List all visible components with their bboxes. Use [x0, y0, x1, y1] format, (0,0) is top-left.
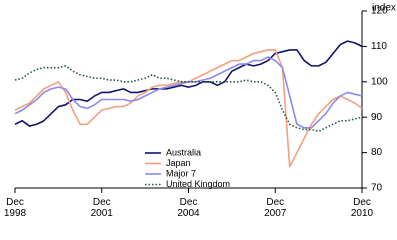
y-tick-label: 90 — [371, 112, 383, 123]
chart: index 70 80 90 100 110 120 Dec 1998 Dec 2001 Dec 20… — [4, 3, 396, 219]
legend-label: Japan — [166, 158, 191, 168]
y-axis-label: index — [372, 3, 396, 14]
page: {"chart_data": {"type": "line", "y_label… — [3, 2, 396, 219]
y-tick-label: 120 — [371, 6, 388, 17]
legend-label: Australia — [166, 147, 201, 157]
x-tick-label: Dec 2010 — [351, 197, 374, 219]
x-tick-label: Dec 2007 — [264, 197, 287, 219]
legend-label: United Kingdom — [166, 179, 230, 189]
x-tick-label: Dec 2001 — [91, 197, 114, 219]
y-tick-label: 110 — [371, 41, 387, 52]
legend-label: Major 7 — [166, 168, 196, 178]
y-tick-label: 70 — [371, 183, 383, 194]
y-tick-label: 100 — [371, 76, 388, 87]
series-line — [14, 65, 363, 133]
x-tick-label: Dec 1998 — [4, 197, 27, 219]
x-tick-label: Dec 2004 — [177, 197, 200, 219]
y-tick-label: 80 — [371, 147, 383, 158]
series-line — [14, 40, 363, 127]
